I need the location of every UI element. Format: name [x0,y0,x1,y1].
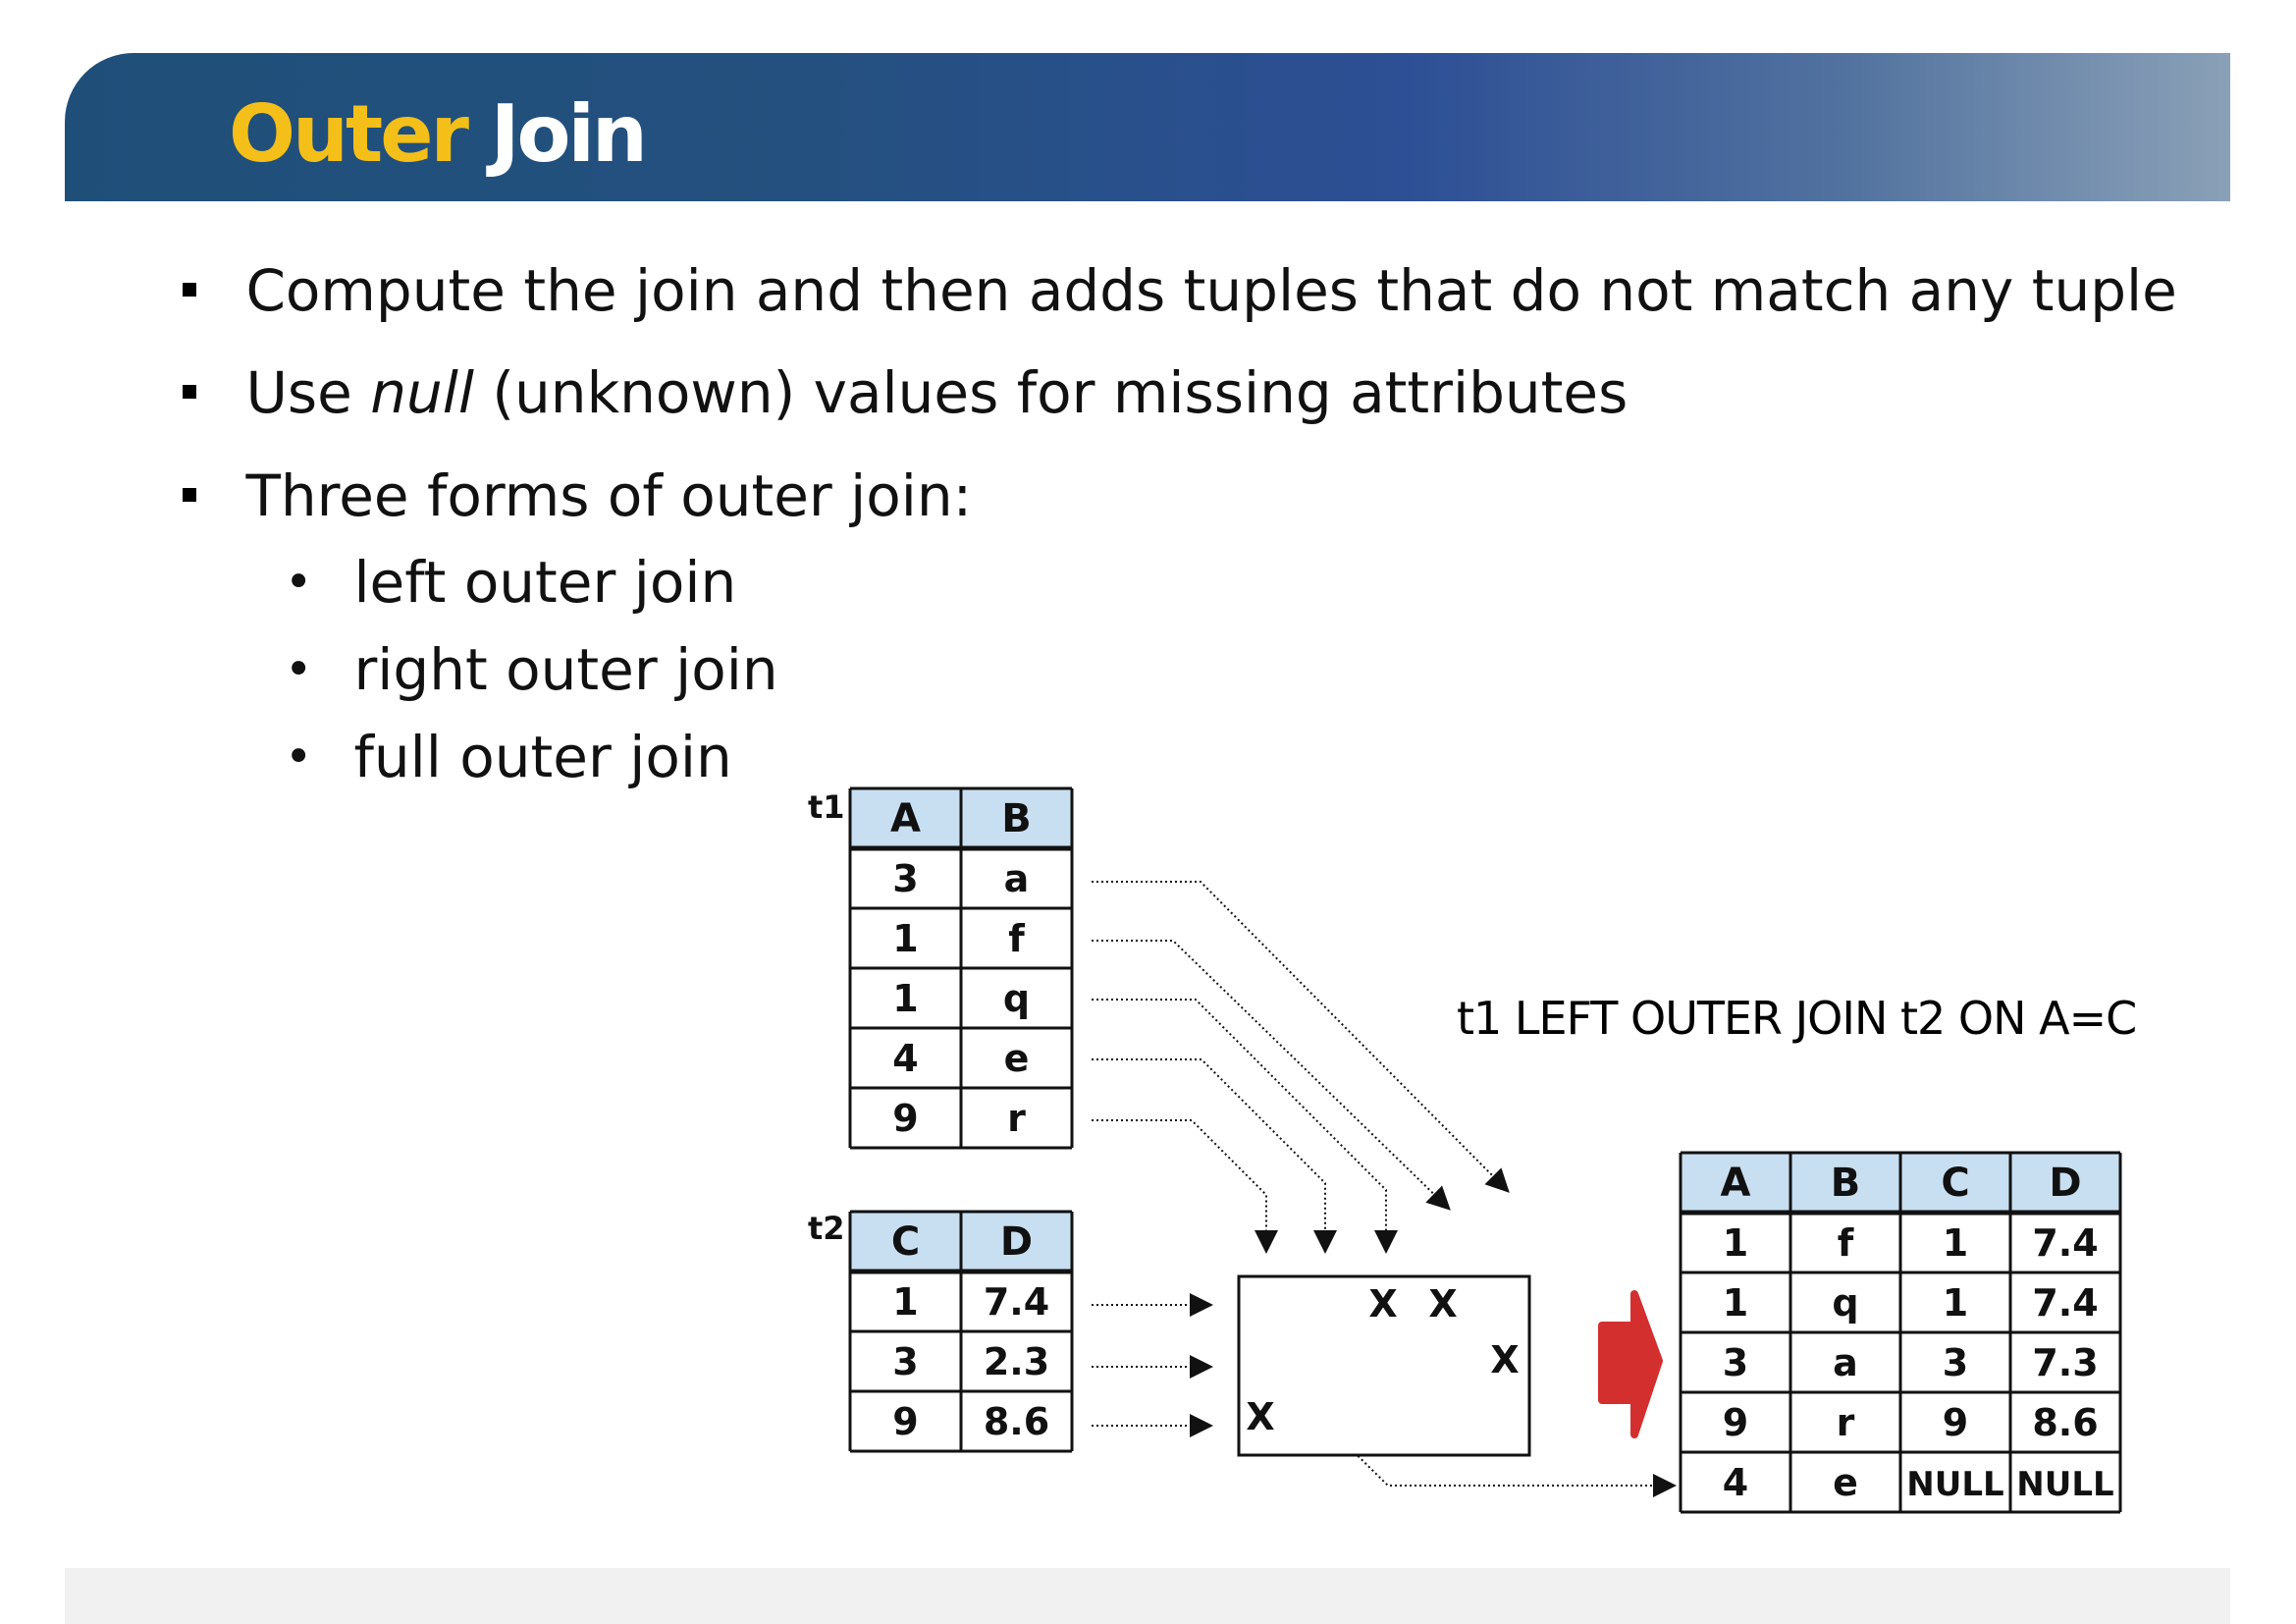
dot-bullet-icon: • [285,730,313,785]
result-arrow-icon [1598,1290,1663,1438]
slide-title: Outer Join [229,95,648,174]
t1-label: t1 [808,788,845,826]
bullet-suffix: (unknown) values for missing attributes [473,359,1629,426]
t2-column-header: D [1000,1219,1033,1265]
bullet-null-values: Use null (unknown) values for missing at… [183,364,1628,421]
result-cell: 1 [1943,1221,1968,1265]
result-cell: 3 [1723,1341,1748,1384]
result-cell: 1 [1723,1281,1748,1325]
matrix-x-mark: X [1428,1282,1457,1326]
sub-bullet-text: full outer join [353,724,732,790]
result-column-header: B [1831,1161,1861,1206]
square-bullet-icon [183,283,196,297]
t1-cell: q [1003,977,1030,1020]
bullet-emphasis-null: null [370,359,474,426]
t2-cell: 9 [892,1400,918,1443]
t1-cell: f [1008,917,1025,960]
bullet-prefix: Use [245,359,371,426]
result-cell: 1 [1943,1281,1968,1325]
t2-cell: 2.3 [984,1340,1049,1383]
matrix-marks: X XXX [1246,1282,1519,1438]
t1-row-1-f-arrow [1092,940,1451,1211]
result-cell: q [1832,1281,1858,1325]
t1-row-9-arrow [1092,1119,1278,1254]
t2-label: t2 [808,1210,845,1247]
square-bullet-icon [183,488,196,502]
result-cell: 7.4 [2032,1281,2098,1325]
dot-bullet-icon: • [285,555,313,610]
bullet-three-forms: Three forms of outer join: [183,467,972,524]
t1-cell: 3 [892,857,918,900]
t1-cell: e [1004,1037,1030,1080]
title-bar: Outer Join [65,53,2230,201]
result-cell: 1 [1723,1221,1748,1265]
result-cell: NULL [2016,1465,2113,1504]
result-cell: NULL [1906,1465,2003,1504]
matrix-x-mark: X [1246,1395,1274,1438]
result-cell: f [1838,1221,1854,1265]
t1-cell: r [1007,1097,1026,1140]
t1-row-3-arrow [1092,881,1510,1193]
result-cell: 9 [1943,1401,1968,1444]
sub-bullet-text: right outer join [353,636,778,703]
matrix-x-mark: X [1490,1338,1519,1381]
sub-bullet-text: left outer join [353,549,737,616]
t1-row-4-arrow [1092,1058,1337,1254]
result-cell: 7.4 [2032,1221,2098,1265]
square-bullet-icon [183,385,196,399]
result-table: A B C D 1 f 1 7.4 1 q 1 7.4 3 a 3 7.3 9 r 9 8.6 4 e NULL NULL [1679,1151,2122,1514]
connector-lines [1092,881,1677,1497]
t2-cell: 8.6 [984,1400,1049,1443]
result-cell: 7.3 [2032,1341,2098,1384]
dot-bullet-icon: • [285,642,313,697]
t1-cell: 9 [892,1097,918,1140]
bullet-text: Compute the join and then adds tuples th… [245,257,2177,324]
t2-cell: 1 [892,1280,918,1324]
t2-column-header: C [891,1219,920,1265]
result-cell: 8.6 [2032,1401,2098,1444]
t1-cell: 4 [892,1037,918,1080]
result-cell: a [1833,1341,1858,1384]
result-cell: r [1837,1401,1855,1444]
bullet-text: Three forms of outer join: [245,462,973,529]
t1-cell: 1 [892,917,918,960]
matrix-x-mark: X [1368,1282,1397,1326]
result-cell: 9 [1723,1401,1748,1444]
t1-cell: 1 [892,977,918,1020]
t1-column-header: A [890,796,921,841]
result-cell: e [1833,1461,1858,1504]
bullet-compute-join: Compute the join and then adds tuples th… [183,262,2177,319]
t1-table: A B 3 a 1 f 1 q 4 e 9 r [848,786,1074,1150]
result-column-header: C [1941,1161,1969,1206]
result-cell: 4 [1723,1461,1748,1504]
join-caption: t1 LEFT OUTER JOIN t2 ON A=C [1457,992,2137,1045]
t1-row-1-q-arrow [1092,999,1398,1254]
sub-bullet-left-outer-join: • left outer join [285,554,736,611]
join-matrix [1237,1274,1531,1457]
result-column-header: D [2049,1161,2081,1206]
title-word-join: Join [490,88,648,180]
t1-cell: a [1004,857,1030,900]
result-cell: 3 [1943,1341,1968,1384]
t2-cell: 7.4 [984,1280,1049,1324]
result-column-header: A [1721,1161,1751,1206]
t2-cell: 3 [892,1340,918,1383]
t2-table: C D 1 7.4 3 2.3 9 8.6 [848,1210,1074,1453]
title-word-outer: Outer [229,88,469,180]
sub-bullet-right-outer-join: • right outer join [285,641,778,698]
sub-bullet-full-outer-join: • full outer join [285,729,732,785]
footer-bar [65,1568,2230,1624]
t1-column-header: B [1001,796,1032,841]
